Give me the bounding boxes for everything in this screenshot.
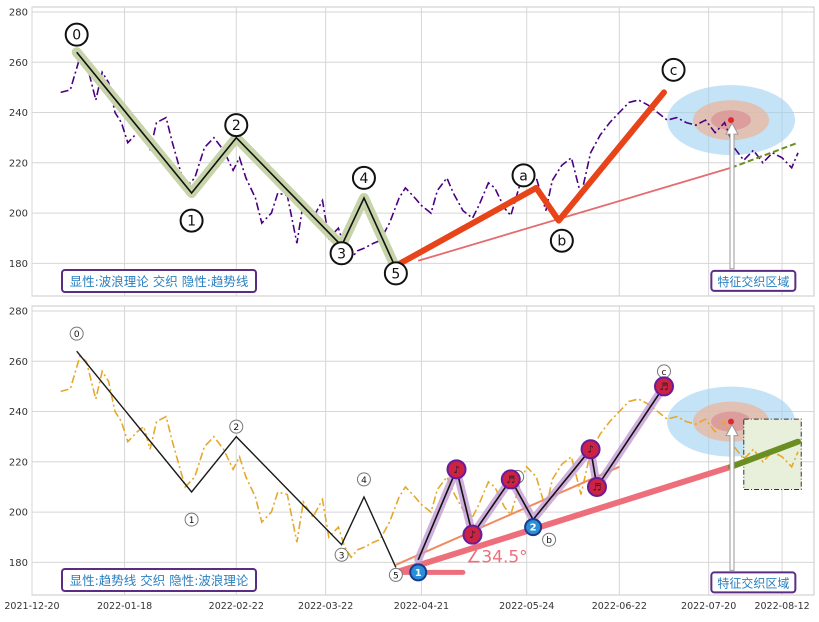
- y-tick-label: 280: [9, 307, 28, 318]
- marker-label: 2: [530, 523, 537, 534]
- wave-label-circle: [229, 419, 244, 434]
- caption-box: [61, 269, 257, 293]
- panel-caption: 显性:趋势线 交织 隐性:波浪理论: [70, 573, 249, 588]
- wave-label-circle: [184, 512, 199, 527]
- x-tick-label: 2022-03-22: [298, 601, 353, 612]
- marker-label: 1: [415, 568, 422, 579]
- y-tick-label: 260: [9, 357, 28, 368]
- zone-label-box: [710, 571, 797, 594]
- wave-label-circle: [179, 208, 204, 233]
- marker-label: ♪: [587, 445, 593, 456]
- y-tick-label: 240: [9, 407, 28, 418]
- wave-label: 0: [72, 28, 81, 44]
- zone-arrow: [725, 423, 739, 571]
- y-tick-label: 200: [9, 508, 28, 519]
- y-tick-label: 220: [9, 457, 28, 468]
- red-marker: [653, 376, 674, 397]
- y-tick-label: 180: [9, 259, 28, 270]
- caption-box: [61, 568, 257, 592]
- y-tick-label: 220: [9, 158, 28, 169]
- trend-line: [392, 463, 734, 576]
- wave-label-circle: [388, 567, 403, 582]
- wave-label-circle: [383, 261, 408, 286]
- wave-label: 5: [391, 266, 400, 282]
- y-tick-label: 240: [9, 108, 28, 119]
- price-series-line: [60, 55, 799, 260]
- wave-label: 4: [361, 476, 367, 486]
- wave-label: 3: [337, 246, 346, 262]
- marker-label: ♪: [469, 530, 475, 541]
- y-tick-label: 280: [9, 8, 28, 19]
- x-tick-label: 2022-04-21: [394, 601, 449, 612]
- wave-label: 1: [187, 214, 196, 230]
- wave-label: 3: [339, 551, 345, 561]
- red-marker: [586, 476, 607, 497]
- zone-label: 特征交织区域: [717, 274, 789, 289]
- wave-label: 1: [189, 516, 195, 526]
- trend-line: [730, 141, 799, 169]
- x-tick-label: 2022-06-22: [592, 601, 647, 612]
- blue-marker: [409, 563, 428, 582]
- blue-marker: [524, 518, 543, 537]
- wave-line: [76, 350, 397, 568]
- wave-label: c: [670, 63, 678, 79]
- x-tick-label: 2022-01-18: [97, 601, 152, 612]
- zone-arrow: [725, 122, 739, 270]
- marker-label: ♪: [453, 465, 459, 476]
- wave-label-circle: [64, 22, 89, 47]
- wave-label: 2: [233, 423, 239, 433]
- angle-label: ∠34.5°: [466, 547, 528, 567]
- wave-label-circle: [334, 547, 349, 562]
- wave-label-circle: [224, 113, 249, 138]
- x-tick-label: 2022-08-12: [754, 601, 809, 612]
- wave-label-circle: [351, 165, 376, 190]
- wave-label: 4: [359, 171, 368, 187]
- marker-label: ♬: [659, 382, 668, 393]
- wave-label-circle: [549, 228, 574, 253]
- wave-label: 0: [74, 330, 80, 340]
- red-marker: [446, 459, 467, 480]
- wave-label: b: [546, 536, 552, 546]
- y-tick-label: 200: [9, 209, 28, 220]
- wave-label-circle: [542, 532, 557, 547]
- wave-line: [76, 51, 397, 269]
- x-tick-label: 2022-07-20: [681, 601, 736, 612]
- wave-label: c: [662, 368, 667, 378]
- x-tick-label: 2021-12-20: [4, 601, 59, 612]
- y-tick-label: 260: [9, 58, 28, 69]
- red-marker: [462, 524, 483, 545]
- marker-label: ♬: [592, 482, 601, 493]
- wave-label-circle: [511, 163, 536, 188]
- x-tick-label: 2022-05-24: [499, 601, 554, 612]
- red-marker: [580, 439, 601, 460]
- wave-label-circle: [329, 241, 354, 266]
- trend-line: [728, 438, 801, 470]
- y-tick-label: 180: [9, 558, 28, 569]
- trend-line: [417, 166, 732, 262]
- wave-label-circle: [356, 472, 371, 487]
- wave-label: 5: [393, 571, 399, 581]
- wave-line: [392, 89, 667, 269]
- zone-center-dot: [728, 418, 735, 425]
- wave-label: b: [557, 234, 566, 250]
- panel-0: 180 200 220 240 260 280 0 1 2 3 4 5 a b c 特征交织区域 显性:波浪理论…: [9, 6, 815, 297]
- red-marker: [500, 469, 521, 490]
- price-series-line: [60, 354, 799, 559]
- zone-center-dot: [728, 117, 735, 124]
- zone-label-box: [710, 269, 797, 292]
- wave-label-circle: [69, 326, 84, 341]
- wave-label-circle: [661, 57, 686, 82]
- trend-line: [395, 465, 620, 566]
- wave-label: 2: [232, 118, 241, 134]
- marker-label: ♬: [506, 475, 515, 486]
- panel-caption: 显性:波浪理论 交织 隐性:趋势线: [70, 274, 249, 289]
- wave-label: a: [519, 168, 528, 184]
- zone-label: 特征交织区域: [717, 575, 789, 590]
- x-tick-label: 2022-02-22: [209, 601, 264, 612]
